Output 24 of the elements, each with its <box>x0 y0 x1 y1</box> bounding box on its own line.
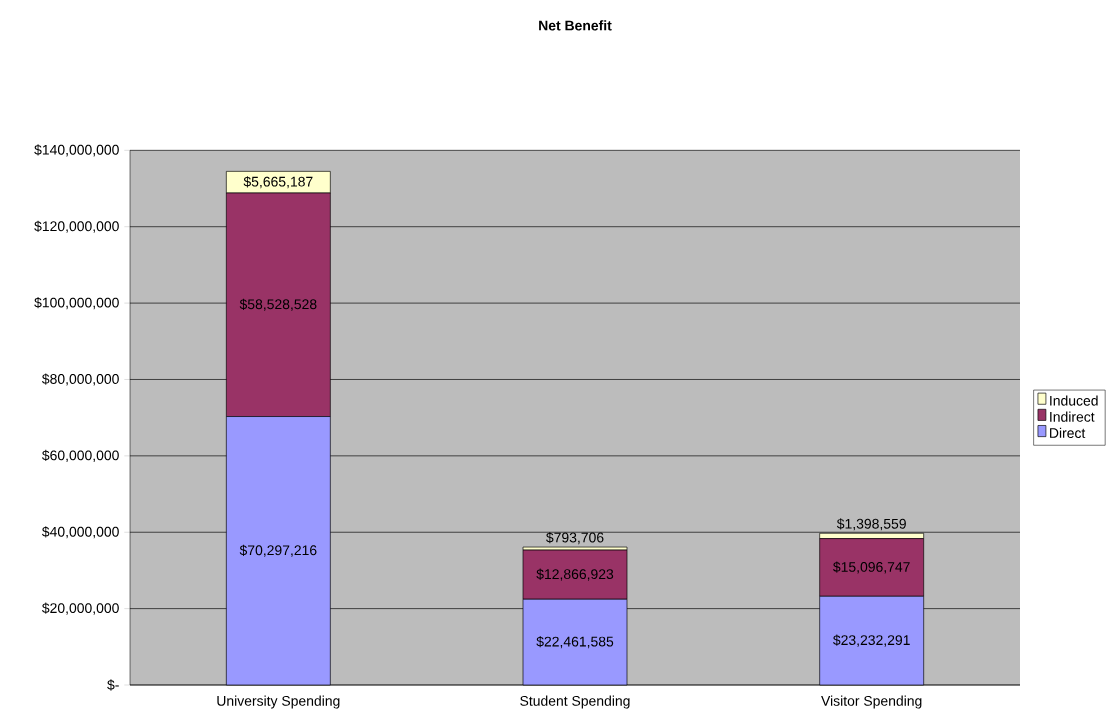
data-label: $58,528,528 <box>239 298 317 311</box>
chart-title: Net Benefit <box>539 20 612 31</box>
y-tick-label: $120,000,000 <box>34 220 119 233</box>
data-label: $12,866,923 <box>536 568 614 581</box>
y-tick-label: $60,000,000 <box>42 449 119 462</box>
y-tick-label: $40,000,000 <box>42 526 119 539</box>
legend-label: Direct <box>1050 427 1086 438</box>
y-tick-label: $140,000,000 <box>34 144 119 157</box>
y-tick-label: $- <box>107 679 119 691</box>
legend-label: Indirect <box>1050 411 1095 422</box>
y-tick-label: $20,000,000 <box>42 602 119 615</box>
data-label: $5,665,187 <box>243 176 313 189</box>
x-tick-label: Student Spending <box>520 695 630 709</box>
data-label: $22,461,585 <box>536 636 614 649</box>
data-label: $70,297,216 <box>239 544 317 557</box>
legend-label: Induced <box>1050 395 1098 406</box>
y-tick-label: $80,000,000 <box>42 373 119 386</box>
data-label: $15,096,747 <box>833 561 910 574</box>
data-label: $23,232,291 <box>833 634 910 647</box>
x-tick-label: University Spending <box>217 695 340 709</box>
data-label: $793,706 <box>546 532 604 545</box>
x-tick-label: Visitor Spending <box>821 695 922 709</box>
data-label: $1,398,559 <box>836 518 906 531</box>
y-tick-label: $100,000,000 <box>34 297 119 310</box>
